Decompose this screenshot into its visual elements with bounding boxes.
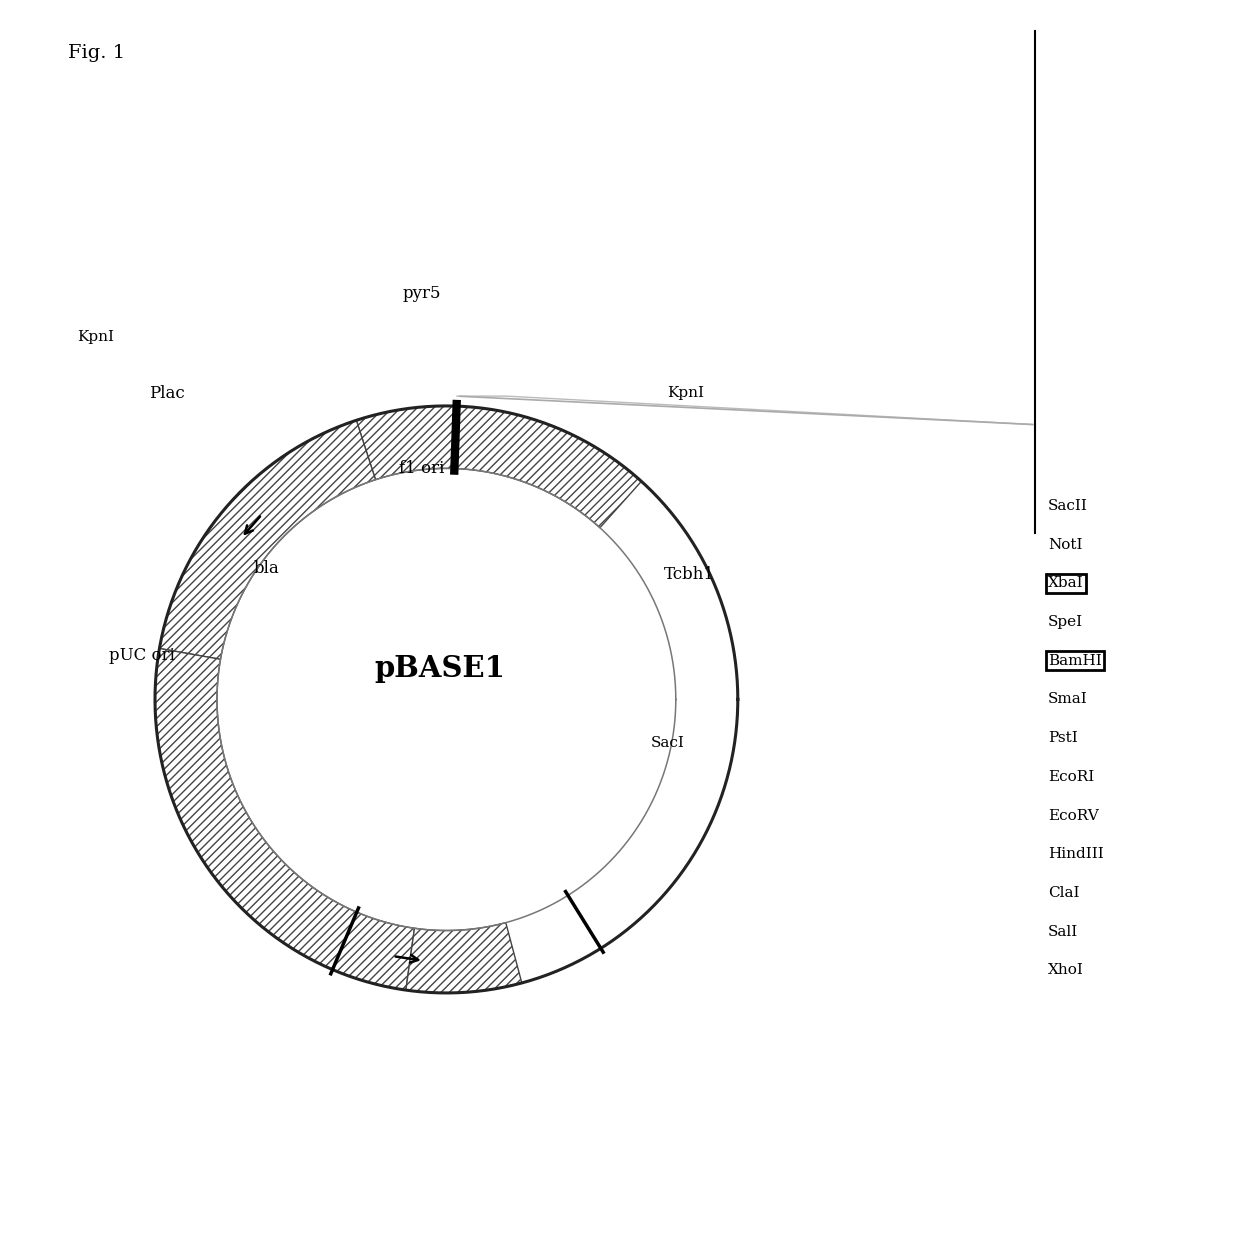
- Text: SpeI: SpeI: [1048, 615, 1083, 629]
- Text: pyr5: pyr5: [402, 285, 441, 302]
- Polygon shape: [356, 406, 641, 528]
- Text: BamHI: BamHI: [1048, 653, 1101, 668]
- Text: Tcbh1: Tcbh1: [663, 566, 714, 583]
- Text: pUC ori: pUC ori: [109, 647, 175, 664]
- Text: HindIII: HindIII: [1048, 847, 1104, 862]
- Text: KpnI: KpnI: [667, 386, 704, 401]
- Text: pBASE1: pBASE1: [374, 653, 506, 683]
- Text: EcoRV: EcoRV: [1048, 808, 1099, 823]
- Text: Fig. 1: Fig. 1: [68, 44, 125, 61]
- Polygon shape: [160, 421, 376, 659]
- Text: ClaI: ClaI: [1048, 886, 1079, 901]
- Text: KpnI: KpnI: [77, 330, 114, 345]
- Text: EcoRI: EcoRI: [1048, 769, 1094, 784]
- Text: Plac: Plac: [150, 385, 185, 402]
- Text: XhoI: XhoI: [1048, 963, 1084, 978]
- Text: SalI: SalI: [1048, 924, 1078, 939]
- Polygon shape: [405, 923, 522, 993]
- Text: XbaI: XbaI: [1048, 576, 1084, 591]
- Polygon shape: [155, 648, 414, 990]
- Text: SacI: SacI: [651, 736, 684, 751]
- Text: SacII: SacII: [1048, 498, 1087, 513]
- Text: NotI: NotI: [1048, 537, 1083, 552]
- Text: SmaI: SmaI: [1048, 692, 1087, 707]
- Text: bla: bla: [254, 560, 279, 577]
- Text: f1 ori: f1 ori: [399, 460, 444, 477]
- Text: PstI: PstI: [1048, 731, 1078, 746]
